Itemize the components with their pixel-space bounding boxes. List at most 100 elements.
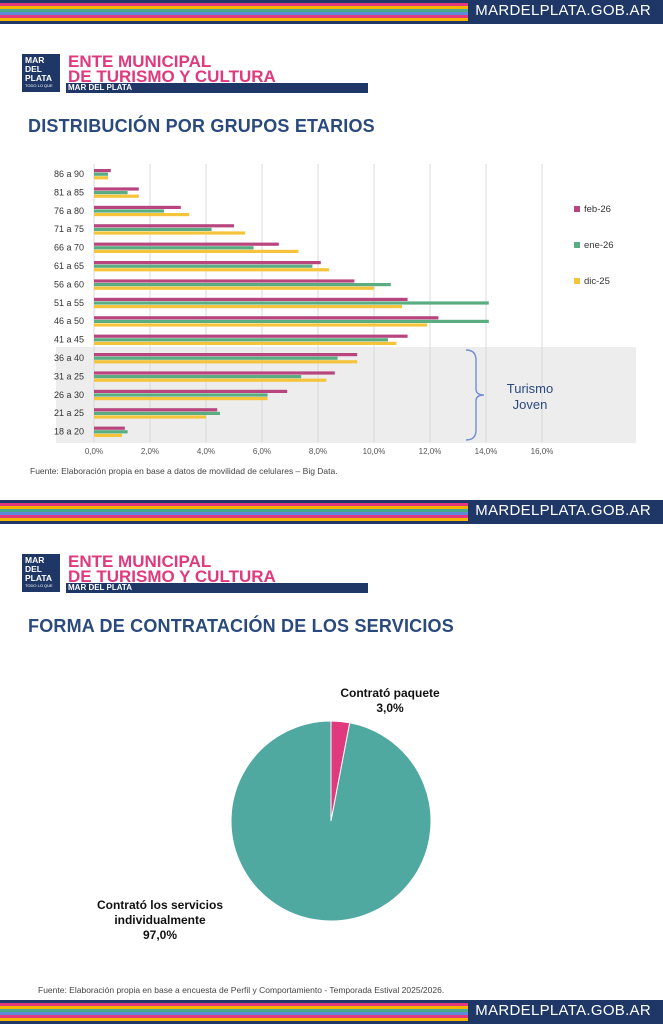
bar-feb-26 — [94, 224, 234, 228]
bar-ene-26 — [94, 430, 128, 434]
legend-swatch — [574, 278, 580, 284]
site-url[interactable]: MARDELPLATA.GOB.AR — [475, 1002, 651, 1019]
source-note: Fuente: Elaboración propia en base a enc… — [38, 985, 445, 995]
bar-ene-26 — [94, 319, 489, 323]
bar-feb-26 — [94, 279, 355, 283]
source-note: Fuente: Elaboración propia en base a dat… — [30, 466, 338, 476]
bar-feb-26 — [94, 297, 408, 301]
bar-dic-25 — [94, 194, 139, 198]
color-stripes — [0, 503, 468, 521]
ente-title: ENTE MUNICIPAL DE TURISMO Y CULTURA — [68, 552, 276, 586]
y-tick-label: 46 a 50 — [54, 316, 84, 326]
legend-label: dic-25 — [584, 276, 610, 287]
bar-ene-26 — [94, 227, 212, 231]
bar-dic-25 — [94, 397, 268, 401]
y-tick-label: 18 a 20 — [54, 427, 84, 437]
y-tick-label: 76 a 80 — [54, 206, 84, 216]
label-paquete: Contrató paquete 3,0% — [340, 686, 440, 715]
bar-feb-26 — [94, 353, 358, 357]
bar-dic-25 — [94, 286, 374, 290]
x-tick-label: 0,0% — [85, 447, 103, 456]
legend-label: ene-26 — [584, 240, 614, 251]
site-url[interactable]: MARDELPLATA.GOB.AR — [475, 2, 651, 19]
bar-ene-26 — [94, 393, 268, 397]
legend-swatch — [574, 242, 580, 248]
bar-dic-25 — [94, 249, 299, 253]
bar-feb-26 — [94, 187, 139, 191]
bar-dic-25 — [94, 268, 330, 272]
bar-feb-26 — [94, 205, 181, 209]
x-tick-label: 2,0% — [141, 447, 159, 456]
slide-title: DISTRIBUCIÓN POR GRUPOS ETARIOS — [28, 116, 375, 136]
bar-feb-26 — [94, 316, 439, 320]
bar-dic-25 — [94, 433, 122, 437]
slide-age-distribution: MAR DEL PLATA TODO LO QUE ENTE MUNICIPAL DE… — [0, 38, 663, 493]
y-tick-label: 21 a 25 — [54, 408, 84, 418]
y-tick-label: 51 a 55 — [54, 298, 84, 308]
color-stripes — [0, 3, 468, 21]
bar-dic-25 — [94, 378, 327, 382]
bar-feb-26 — [94, 334, 408, 338]
label-individual: Contrató los servicios individualmente 97,… — [96, 898, 224, 942]
ente-subtitle: MAR DEL PLATA — [66, 83, 368, 93]
bar-ene-26 — [94, 283, 391, 287]
mdp-logo: MAR DEL PLATA TODO LO QUE — [22, 54, 60, 92]
bar-feb-26 — [94, 426, 125, 430]
mdp-logo: MAR DEL PLATA TODO LO QUE — [22, 554, 60, 592]
annotation-turismo-joven: Joven — [513, 397, 548, 412]
x-tick-label: 8,0% — [309, 447, 327, 456]
y-tick-label: 66 a 70 — [54, 243, 84, 253]
y-tick-label: 41 a 45 — [54, 335, 84, 345]
annotation-turismo-joven: Turismo — [507, 381, 553, 396]
y-tick-label: 71 a 75 — [54, 224, 84, 234]
pie-slice — [230, 720, 432, 922]
slide-contracting: MAR DEL PLATA TODO LO QUE ENTE MUNICIPAL DE… — [0, 538, 663, 998]
bar-feb-26 — [94, 242, 279, 246]
bar-feb-26 — [94, 408, 218, 412]
y-tick-label: 81 a 85 — [54, 187, 84, 197]
y-tick-label: 36 a 40 — [54, 353, 84, 363]
color-stripes — [0, 1003, 468, 1021]
slide-title: FORMA DE CONTRATACIÓN DE LOS SERVICIOS — [28, 616, 454, 636]
y-tick-label: 31 a 25 — [54, 371, 84, 381]
bar-feb-26 — [94, 389, 288, 393]
bar-ene-26 — [94, 209, 164, 213]
bar-dic-25 — [94, 176, 108, 180]
ente-title: ENTE MUNICIPAL DE TURISMO Y CULTURA — [68, 52, 276, 86]
y-tick-label: 86 a 90 — [54, 169, 84, 179]
contracting-pie-chart — [230, 720, 432, 922]
bar-dic-25 — [94, 323, 428, 327]
bar-ene-26 — [94, 338, 388, 342]
bar-ene-26 — [94, 246, 254, 250]
bar-ene-26 — [94, 191, 128, 195]
bar-dic-25 — [94, 231, 246, 235]
bar-dic-25 — [94, 341, 397, 345]
bar-feb-26 — [94, 169, 111, 173]
y-tick-label: 61 a 65 — [54, 261, 84, 271]
age-bar-chart: 0,0% 2,0% 4,0% 6,0% 8,0% 10,0% 12,0% 14,0% 16,0%… — [54, 164, 636, 456]
x-tick-label: 4,0% — [197, 447, 215, 456]
bar-dic-25 — [94, 360, 358, 364]
top-banner: MARDELPLATA.GOB.AR — [0, 0, 663, 24]
bottom-banner: MARDELPLATA.GOB.AR — [0, 1000, 663, 1024]
bar-feb-26 — [94, 261, 321, 265]
x-tick-label: 10,0% — [363, 447, 386, 456]
x-tick-label: 6,0% — [253, 447, 271, 456]
legend-swatch — [574, 206, 580, 212]
x-tick-label: 14,0% — [475, 447, 498, 456]
y-tick-label: 56 a 60 — [54, 279, 84, 289]
bar-ene-26 — [94, 375, 302, 379]
x-tick-label: 16,0% — [531, 447, 554, 456]
bar-ene-26 — [94, 356, 338, 360]
bar-ene-26 — [94, 172, 108, 176]
y-tick-label: 26 a 30 — [54, 390, 84, 400]
legend-label: feb-26 — [584, 204, 611, 215]
bar-ene-26 — [94, 301, 489, 305]
x-tick-label: 12,0% — [419, 447, 442, 456]
site-url[interactable]: MARDELPLATA.GOB.AR — [475, 502, 651, 519]
bar-ene-26 — [94, 264, 313, 268]
bar-dic-25 — [94, 415, 206, 419]
bar-dic-25 — [94, 213, 190, 217]
bar-feb-26 — [94, 371, 335, 375]
bar-dic-25 — [94, 305, 402, 309]
